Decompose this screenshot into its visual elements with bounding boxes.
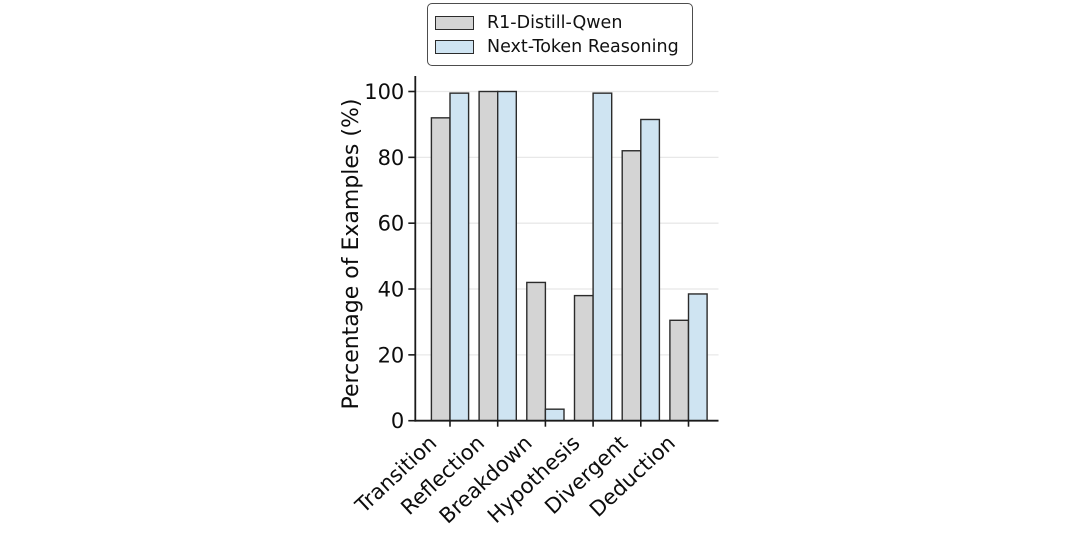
y-tick-label-40: 40 xyxy=(378,278,405,302)
y-tick-label-20: 20 xyxy=(378,343,405,367)
legend-label-next-token-reasoning: Next-Token Reasoning xyxy=(487,36,679,57)
legend-entry-r1-distill-qwen: R1-Distill-Qwen xyxy=(435,12,679,33)
bar-r1-distill-qwen-transition xyxy=(430,117,451,422)
legend-entry-next-token-reasoning: Next-Token Reasoning xyxy=(435,36,679,57)
legend-swatch-next-token-reasoning xyxy=(435,39,474,54)
bar-next-token-reasoning-reflection xyxy=(497,90,518,422)
y-tick-label-80: 80 xyxy=(378,146,405,170)
legend: R1-Distill-Qwen Next-Token Reasoning xyxy=(427,3,693,66)
y-tick-label-0: 0 xyxy=(391,409,404,433)
bar-next-token-reasoning-divergent xyxy=(640,118,661,422)
bar-r1-distill-qwen-breakdown xyxy=(526,281,547,422)
bar-r1-distill-qwen-hypothesis xyxy=(573,294,594,422)
bar-next-token-reasoning-transition xyxy=(449,92,470,422)
bar-r1-distill-qwen-deduction xyxy=(669,319,690,422)
y-tick-label-100: 100 xyxy=(364,80,404,104)
y-tick-label-60: 60 xyxy=(378,212,405,236)
legend-label-r1-distill-qwen: R1-Distill-Qwen xyxy=(487,12,623,33)
legend-swatch-r1-distill-qwen xyxy=(435,15,474,30)
bar-next-token-reasoning-deduction xyxy=(687,293,708,422)
bar-next-token-reasoning-breakdown xyxy=(544,408,565,422)
y-axis-title: Percentage of Examples (%) xyxy=(339,98,364,410)
bar-r1-distill-qwen-divergent xyxy=(621,150,642,422)
bar-r1-distill-qwen-reflection xyxy=(478,90,499,422)
bar-next-token-reasoning-hypothesis xyxy=(592,92,613,422)
